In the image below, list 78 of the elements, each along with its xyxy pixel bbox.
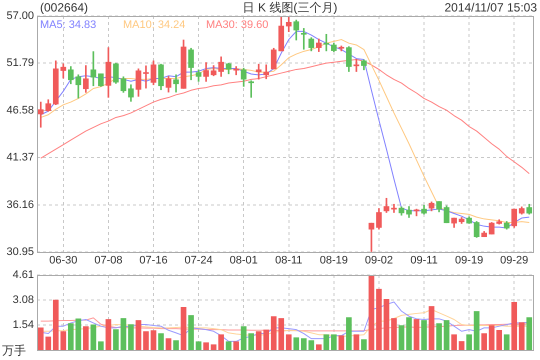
- text: MA5: 34.83: [40, 19, 96, 32]
- bar: [173, 340, 179, 350]
- bar: [293, 337, 300, 350]
- bar: [106, 319, 112, 350]
- candlestick: [414, 208, 420, 216]
- bar: [270, 316, 277, 350]
- text: 2014/11/07 15:03: [444, 0, 538, 14]
- y-tick-label: 57.00: [6, 10, 34, 22]
- bar: [518, 322, 525, 350]
- bar: [158, 333, 164, 350]
- bar: [218, 334, 224, 350]
- bar: [278, 318, 284, 350]
- x-tick-label: 06-30: [49, 254, 78, 267]
- text: (002664): [40, 0, 88, 14]
- bar: [256, 331, 262, 350]
- bar: [488, 325, 494, 350]
- x-tick-label: 07-16: [139, 254, 168, 267]
- bar: [338, 335, 344, 350]
- bar: [481, 333, 487, 350]
- bar: [451, 334, 457, 350]
- x-tick-label: 09-11: [410, 254, 438, 267]
- bar: [428, 306, 434, 350]
- y-tick-label: 36.16: [6, 198, 34, 211]
- bar: [203, 342, 209, 350]
- bar: [324, 334, 330, 350]
- bar: [180, 307, 186, 350]
- y-axis-title: 万手: [2, 344, 26, 358]
- bar: [526, 317, 532, 350]
- candlestick: [173, 74, 179, 92]
- bar: [466, 334, 472, 350]
- bar: [90, 324, 96, 350]
- x-tick-label: 08-19: [320, 254, 348, 267]
- y-tick-label: 51.79: [6, 57, 34, 70]
- bar: [286, 334, 292, 350]
- y-tick-label: 46.58: [6, 104, 34, 116]
- x-tick-label: 09-02: [364, 254, 394, 267]
- bar: [240, 326, 246, 350]
- bar: [346, 317, 352, 350]
- y-tick-label: 1.54: [12, 319, 34, 332]
- bar: [414, 319, 420, 350]
- bar: [113, 329, 119, 350]
- chart-title: 日 K 线图(三个月): [242, 0, 338, 14]
- bar: [60, 331, 66, 350]
- bar: [233, 341, 239, 350]
- bar: [354, 334, 360, 350]
- bar: [76, 318, 82, 350]
- bar: [226, 341, 232, 350]
- bar: [474, 311, 480, 350]
- bar: [68, 323, 74, 350]
- bar: [496, 330, 502, 350]
- x-tick-label: 09-29: [500, 254, 528, 267]
- bar: [511, 302, 518, 350]
- bar: [421, 320, 427, 350]
- bar: [331, 334, 337, 350]
- y-tick-label: 30.95: [6, 246, 34, 258]
- bar: [45, 336, 52, 350]
- bar: [361, 339, 367, 350]
- bar: [98, 341, 104, 350]
- x-tick-label: 07-08: [94, 254, 122, 267]
- x-tick-label: 07-24: [184, 254, 213, 267]
- bar: [458, 341, 464, 350]
- bar: [504, 334, 510, 350]
- bar: [38, 328, 44, 350]
- y-tick-label: 4.61: [12, 269, 34, 282]
- text: MA10: 34.24: [123, 19, 186, 32]
- x-tick-label: 08-01: [230, 254, 258, 267]
- text: MA30: 39.60: [206, 19, 268, 32]
- y-tick-label: 3.08: [12, 294, 34, 306]
- x-tick-label: 08-11: [275, 254, 302, 267]
- bar: [166, 338, 172, 350]
- bar: [300, 338, 307, 350]
- bar: [52, 300, 59, 350]
- x-tick-label: 09-19: [455, 254, 484, 267]
- y-tick-label: 41.37: [6, 152, 34, 164]
- bar: [263, 330, 270, 350]
- bar: [308, 340, 314, 350]
- bar: [248, 333, 254, 350]
- bar: [83, 326, 89, 350]
